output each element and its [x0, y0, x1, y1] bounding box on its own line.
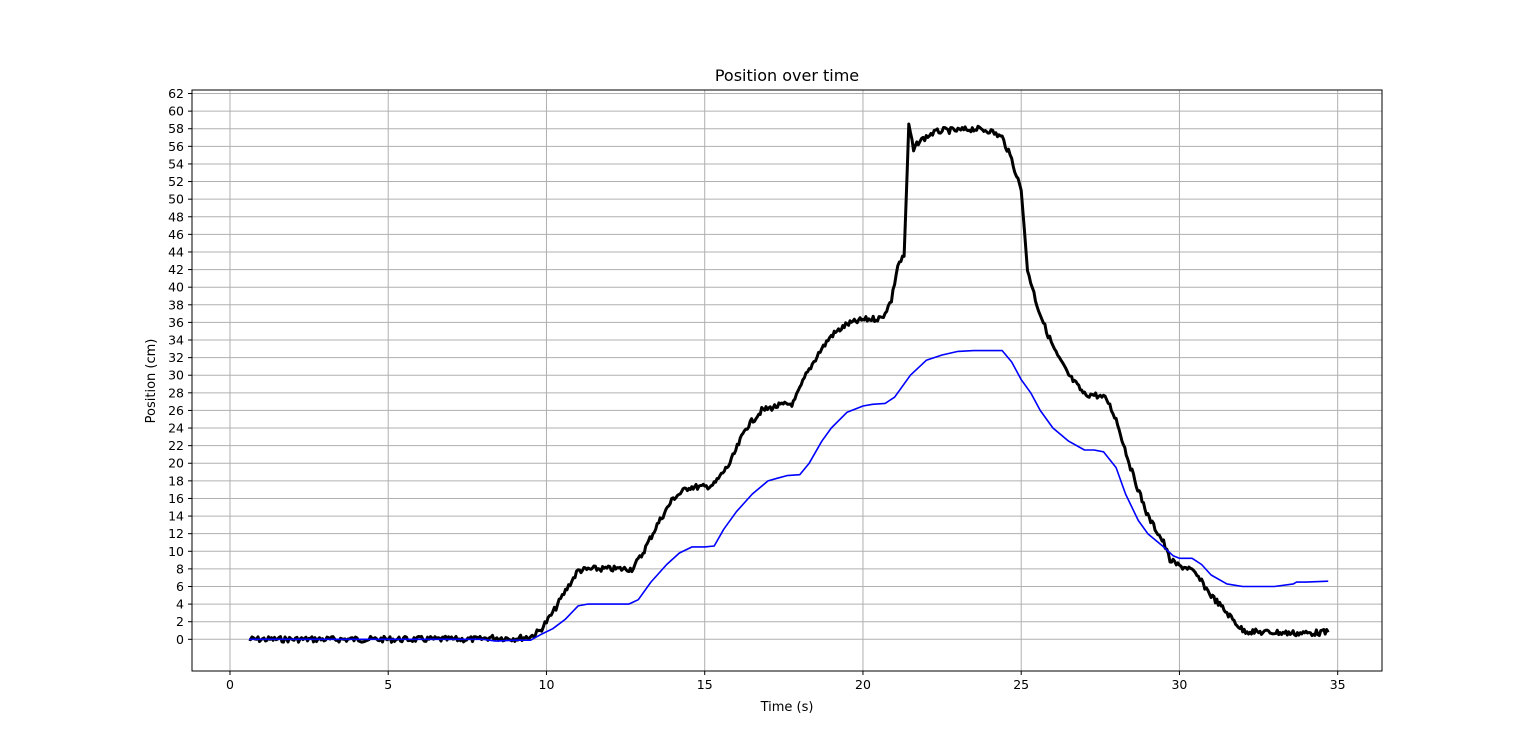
- y-tick-label: 22: [168, 438, 184, 453]
- y-tick-label: 58: [168, 121, 184, 136]
- ticks: 0 5 10 15 20 25 30 3502468101214161820222426283…: [168, 86, 1346, 692]
- x-tick-label: 0: [226, 677, 234, 692]
- y-tick-label: 42: [168, 262, 184, 277]
- y-tick-label: 30: [168, 368, 184, 383]
- y-tick-label: 50: [168, 192, 184, 207]
- y-tick-label: 48: [168, 209, 184, 224]
- y-tick-label: 2: [176, 614, 184, 629]
- y-tick-label: 56: [168, 139, 184, 154]
- y-tick-label: 18: [168, 473, 184, 488]
- y-tick-label: 8: [176, 561, 184, 576]
- chart-title: Position over time: [715, 66, 859, 85]
- x-tick-label: 25: [1013, 677, 1029, 692]
- y-tick-label: 24: [168, 421, 184, 436]
- y-tick-label: 44: [168, 244, 184, 259]
- y-tick-label: 34: [168, 333, 184, 348]
- x-tick-label: 35: [1330, 677, 1346, 692]
- y-tick-label: 62: [168, 86, 184, 101]
- y-tick-label: 20: [168, 456, 184, 471]
- y-tick-label: 6: [176, 579, 184, 594]
- y-tick-label: 36: [168, 315, 184, 330]
- y-tick-label: 28: [168, 385, 184, 400]
- y-tick-label: 14: [168, 509, 184, 524]
- y-tick-label: 12: [168, 526, 184, 541]
- series-line-1: [249, 349, 1329, 642]
- y-tick-label: 4: [176, 597, 184, 612]
- y-tick-label: 40: [168, 280, 184, 295]
- y-tick-label: 0: [176, 632, 184, 647]
- x-tick-label: 30: [1171, 677, 1187, 692]
- x-tick-label: 10: [539, 677, 555, 692]
- y-tick-label: 54: [168, 156, 184, 171]
- x-tick-label: 15: [697, 677, 713, 692]
- y-tick-label: 16: [168, 491, 184, 506]
- x-tick-label: 5: [384, 677, 392, 692]
- plot-frame: [191, 89, 1383, 672]
- y-tick-label: 46: [168, 227, 184, 242]
- y-tick-label: 32: [168, 350, 184, 365]
- y-axis-title: Position (cm): [144, 339, 159, 424]
- x-tick-label: 20: [855, 677, 871, 692]
- y-tick-label: 26: [168, 403, 184, 418]
- y-tick-label: 60: [168, 104, 184, 119]
- y-tick-label: 10: [168, 544, 184, 559]
- y-tick-label: 38: [168, 297, 184, 312]
- series-layer: [248, 122, 1330, 644]
- x-axis-title: Time (s): [760, 700, 814, 715]
- y-tick-label: 52: [168, 174, 184, 189]
